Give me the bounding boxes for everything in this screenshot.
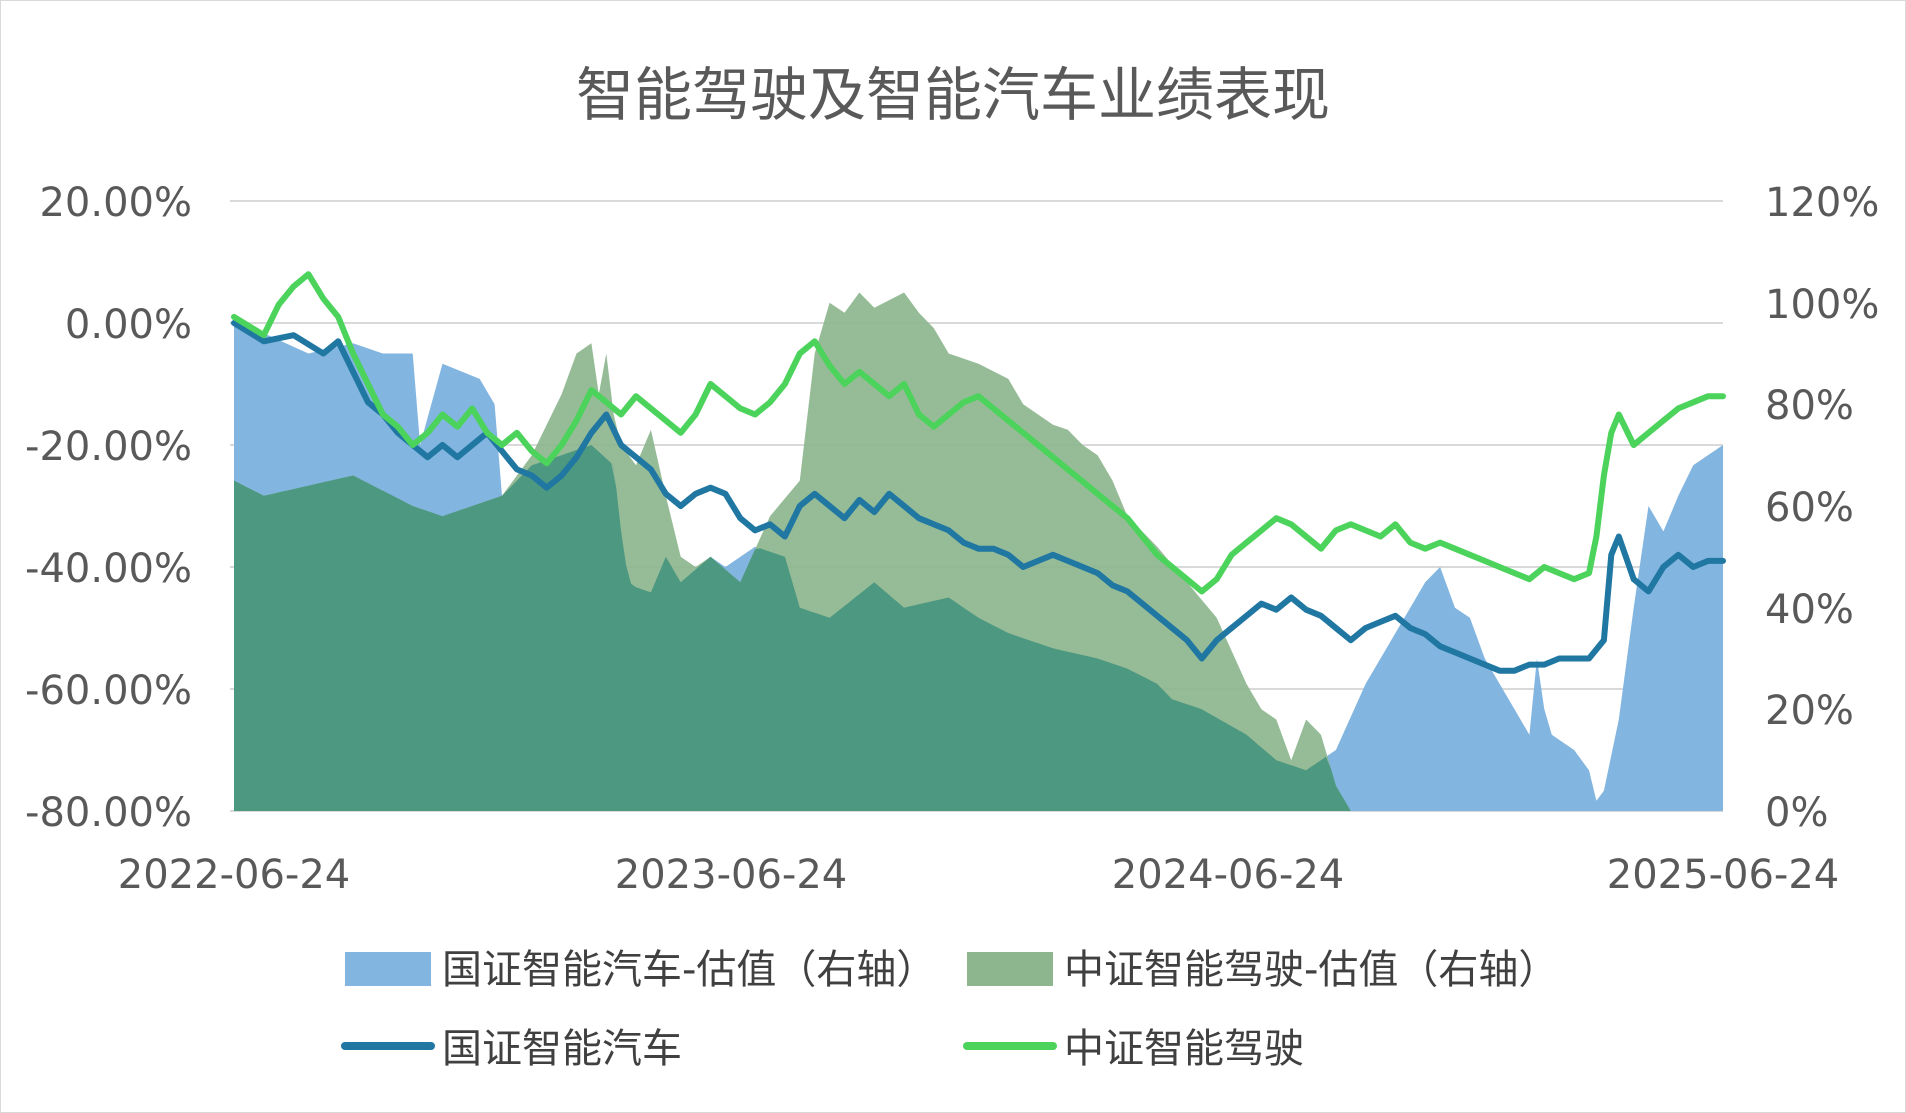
y-left-tick: -40.00% [25,546,192,592]
legend-label: 中证智能驾驶-估值（右轴） [1064,947,1558,993]
x-ticks: 2022-06-24 2023-06-24 2024-06-24 2025-06… [118,852,1839,898]
legend-item-guozheng-valuation[interactable]: 国证智能汽车-估值（右轴） [345,947,936,993]
y-right-tick: 60% [1765,485,1854,531]
line-series [231,271,1726,674]
x-tick: 2024-06-24 [1112,852,1344,898]
legend-item-guozheng[interactable]: 国证智能汽车 [341,1026,682,1072]
y-left-tick: -80.00% [25,790,192,836]
legend-swatch [345,952,431,986]
x-tick: 2023-06-24 [615,852,847,898]
line-guozheng [231,320,1726,674]
y-right-ticks: 120% 100% 80% 60% 40% 20% 0% [1765,180,1879,836]
line-zhongzheng [231,271,1726,595]
y-right-tick: 40% [1765,587,1854,633]
legend-item-zhongzheng[interactable]: 中证智能驾驶 [963,1026,1304,1072]
legend-label: 中证智能驾驶 [1064,1026,1304,1072]
y-right-tick: 100% [1765,282,1879,328]
legend-label: 国证智能汽车 [442,1026,682,1072]
legend: 国证智能汽车-估值（右轴） 中证智能驾驶-估值（右轴） 国证智能汽车 中证智能驾… [341,947,1558,1072]
chart-title: 智能驾驶及智能汽车业绩表现 [576,61,1330,129]
x-tick: 2025-06-24 [1607,852,1839,898]
y-left-tick: 20.00% [39,180,192,226]
legend-item-zhongzheng-valuation[interactable]: 中证智能驾驶-估值（右轴） [967,947,1558,993]
legend-label: 国证智能汽车-估值（右轴） [442,947,936,993]
y-right-tick: 0% [1765,790,1828,836]
legend-swatch [967,952,1053,986]
y-right-tick: 20% [1765,688,1854,734]
area-overlap [234,445,1723,811]
y-right-tick: 80% [1765,383,1854,429]
area-series [234,292,1723,811]
y-left-ticks: 20.00% 0.00% -20.00% -40.00% -60.00% -80… [25,180,192,836]
x-tick: 2022-06-24 [118,852,350,898]
y-left-tick: -60.00% [25,668,192,714]
y-left-tick: 0.00% [65,302,192,348]
y-left-tick: -20.00% [25,424,192,470]
y-right-tick: 120% [1765,180,1879,226]
